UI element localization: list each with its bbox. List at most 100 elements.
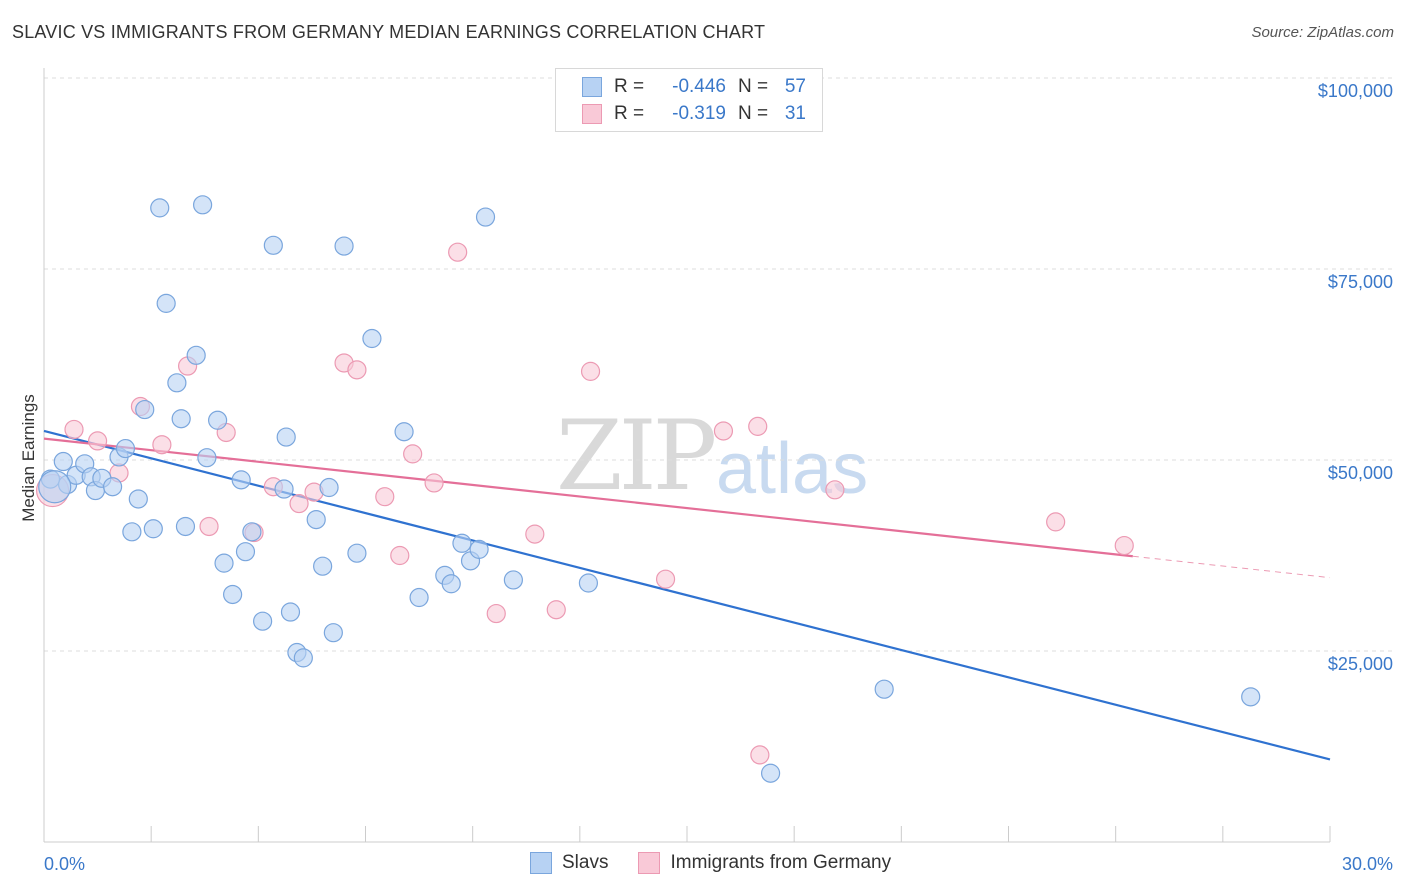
slavs-trend-line xyxy=(43,429,1331,761)
slavs-point xyxy=(362,328,382,349)
germany-trend-line xyxy=(43,437,1133,558)
slavs-point xyxy=(334,236,354,256)
slavs-point xyxy=(409,587,429,608)
slavs-point xyxy=(167,373,187,393)
germany-trend-extension xyxy=(1132,555,1331,579)
slavs-point xyxy=(313,556,333,576)
slavs-point xyxy=(143,519,163,539)
germany-point xyxy=(655,569,676,589)
germany-point xyxy=(152,435,172,455)
slavs-point xyxy=(274,479,294,499)
germany-point xyxy=(525,524,545,544)
germany-point xyxy=(424,473,444,493)
r-label: R = xyxy=(614,103,645,124)
source-credit: Source: ZipAtlas.com xyxy=(1251,24,1394,41)
r-value: -0.319 xyxy=(672,103,726,124)
slavs-point xyxy=(231,470,251,490)
slavs-point xyxy=(760,763,781,783)
atlas-watermark: atlas xyxy=(716,429,869,509)
germany-point xyxy=(1114,535,1134,556)
slavs-point xyxy=(319,477,339,498)
legend-item-slavs[interactable]: Slavs xyxy=(530,852,608,874)
slavs-point xyxy=(1241,687,1261,707)
slavs-point xyxy=(156,293,176,313)
slavs-point xyxy=(293,648,313,668)
x-tick-label-max: 30.0% xyxy=(1342,854,1393,874)
legend-row-germany: R = -0.319 N = 31 xyxy=(582,101,806,127)
gridlines xyxy=(44,77,1392,652)
slavs-point xyxy=(214,553,234,573)
slavs-swatch xyxy=(582,77,602,97)
legend-label-slavs: Slavs xyxy=(562,852,609,873)
n-label: N = xyxy=(738,76,769,97)
y-tick-label: $50,000 xyxy=(1328,463,1393,483)
n-value: 31 xyxy=(784,103,806,124)
slavs-point xyxy=(323,623,343,643)
y-tick-label: $75,000 xyxy=(1328,272,1393,292)
slavs-point xyxy=(235,542,256,562)
r-label: R = xyxy=(614,76,645,97)
germany-point xyxy=(750,745,770,765)
n-value: 57 xyxy=(784,76,806,97)
y-tick-label: $25,000 xyxy=(1328,654,1393,674)
slavs-point xyxy=(306,509,326,530)
germany-point xyxy=(486,603,506,624)
y-axis-label: Median Earnings xyxy=(19,394,38,522)
slavs-point xyxy=(197,448,217,468)
series-legend: Slavs Immigrants from Germany xyxy=(530,852,921,874)
germany-point xyxy=(713,421,734,441)
slavs-point xyxy=(38,470,72,504)
trend-lines xyxy=(43,429,1331,761)
legend-label-germany: Immigrants from Germany xyxy=(670,852,892,873)
slavs-point xyxy=(469,539,489,559)
axes xyxy=(43,68,1331,843)
germany-point xyxy=(546,600,566,620)
germany-point xyxy=(64,419,84,440)
slavs-point xyxy=(115,438,136,459)
slavs-point xyxy=(280,602,301,622)
slavs-point xyxy=(193,195,213,215)
legend-row-slavs: R = -0.446 N = 57 xyxy=(582,74,806,100)
slavs-point xyxy=(135,399,155,420)
slavs-point xyxy=(253,611,273,631)
x-tick-label-min: 0.0% xyxy=(44,854,85,874)
germany-point xyxy=(289,493,309,514)
legend-item-germany[interactable]: Immigrants from Germany xyxy=(638,852,891,874)
germany-point xyxy=(199,516,219,537)
germany-point xyxy=(375,487,395,507)
chart-title: SLAVIC VS IMMIGRANTS FROM GERMANY MEDIAN… xyxy=(12,22,766,42)
slavs-point xyxy=(122,522,142,542)
r-value: -0.446 xyxy=(672,76,726,97)
slavs-point xyxy=(394,422,414,442)
germany-swatch xyxy=(582,104,602,124)
data-points xyxy=(35,195,1261,783)
slavs-point xyxy=(475,207,496,227)
germany-point xyxy=(390,545,410,566)
slavs-point xyxy=(102,477,123,497)
germany-swatch xyxy=(638,852,661,874)
germany-point xyxy=(825,480,845,500)
y-tick-label: $100,000 xyxy=(1318,81,1393,101)
slavs-point xyxy=(503,570,523,590)
zip-watermark: ZIP xyxy=(556,400,717,512)
germany-point xyxy=(748,416,768,436)
slavs-point xyxy=(874,679,894,699)
slavs-point xyxy=(242,522,262,542)
n-label: N = xyxy=(738,103,769,124)
correlation-legend: R = -0.446 N = 57 R = -0.319 N = 31 xyxy=(555,68,823,132)
slavs-point xyxy=(276,427,296,447)
slavs-point xyxy=(171,409,191,429)
slavs-point xyxy=(452,533,472,553)
slavs-point xyxy=(128,489,148,509)
germany-point xyxy=(87,431,108,451)
germany-point xyxy=(403,444,423,464)
germany-point xyxy=(448,242,468,262)
slavs-point xyxy=(208,410,228,430)
slavs-point xyxy=(441,574,461,594)
slavs-point xyxy=(263,235,283,255)
slavs-point xyxy=(150,198,170,218)
germany-point xyxy=(580,361,601,381)
germany-point xyxy=(1046,512,1066,532)
slavs-point xyxy=(53,451,73,472)
